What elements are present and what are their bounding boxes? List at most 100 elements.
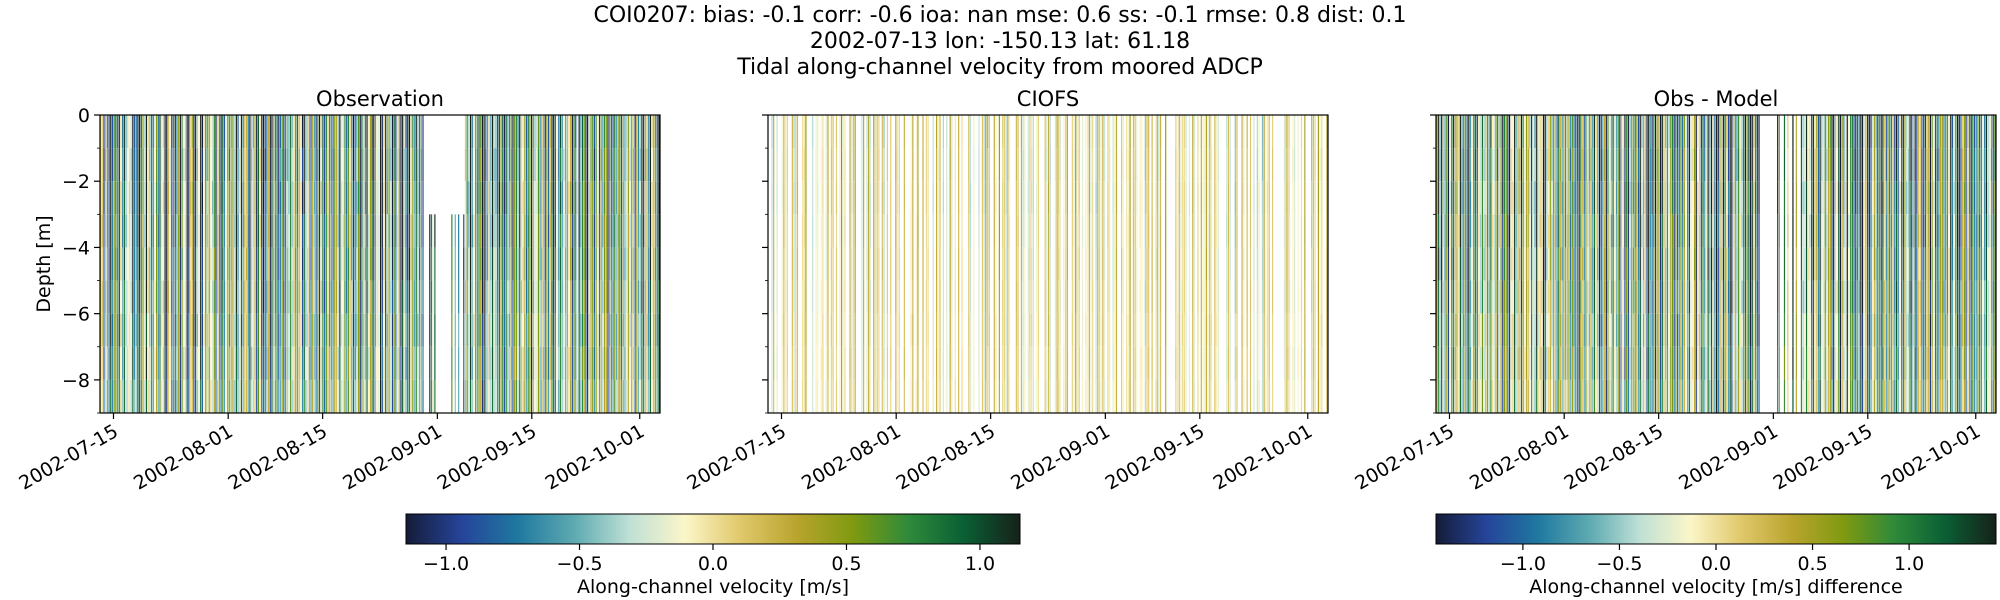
heatmap-cell [1126,181,1128,215]
heatmap-cell [1024,115,1026,149]
heatmap-cell [245,379,248,413]
heatmap-cell [1263,280,1265,314]
heatmap-cell [1120,148,1123,182]
heatmap-cell [332,346,334,380]
heatmap-cell [522,346,524,380]
heatmap-cell [878,346,880,380]
heatmap-cell [1104,115,1106,149]
heatmap-cell [128,181,131,215]
heatmap-cell [1007,280,1009,314]
heatmap-cell [318,346,321,380]
heatmap-cell [368,313,370,347]
heatmap-cell [1442,280,1444,314]
heatmap-cell [1048,181,1050,215]
heatmap-cell [936,247,938,281]
heatmap-cell [245,346,248,380]
heatmap-cell [961,346,963,380]
heatmap-cell [936,346,938,380]
heatmap-cell [244,313,246,347]
heatmap-cell [1136,280,1138,314]
heatmap-cell [344,313,346,347]
heatmap-cell [1049,148,1051,182]
heatmap-cell [137,148,139,182]
heatmap-cell [1192,247,1194,281]
heatmap-cell [208,313,210,347]
heatmap-cell [223,181,226,215]
heatmap-cell [196,148,198,182]
heatmap-cell [507,214,509,248]
heatmap-cell [495,280,497,314]
heatmap-cell [242,280,244,314]
heatmap-cell [259,379,261,413]
heatmap-cell [1447,148,1450,182]
heatmap-cell [546,379,548,413]
heatmap-cell [223,247,226,281]
heatmap-cell [1015,214,1017,248]
heatmap-cell [537,181,540,215]
heatmap-cell [1266,379,1269,413]
heatmap-cell [184,313,187,347]
heatmap-cell [371,115,373,149]
heatmap-cell [269,247,271,281]
heatmap-cell [349,313,351,347]
heatmap-cell [1441,247,1443,281]
heatmap-cell [585,115,587,149]
heatmap-cell [463,214,465,248]
heatmap-cell [1165,346,1167,380]
heatmap-cell [592,148,594,182]
heatmap-cell [936,214,938,248]
heatmap-cell [1054,214,1056,248]
heatmap-cell [958,148,960,182]
heatmap-cell [771,379,773,413]
heatmap-ciofs [771,115,1328,413]
heatmap-cell [1265,346,1267,380]
heatmap-cell [329,214,331,248]
heatmap-cell [169,280,171,314]
heatmap-cell [784,214,787,248]
heatmap-cell [101,247,103,281]
heatmap-cell [315,247,317,281]
heatmap-cell [247,148,249,182]
heatmap-cell [1312,181,1314,215]
heatmap-cell [1261,115,1264,149]
heatmap-cell [985,280,987,314]
heatmap-cell [1073,247,1075,281]
heatmap-cell [592,115,594,149]
heatmap-cell [978,346,980,380]
heatmap-cell [988,181,990,215]
heatmap-cell [174,379,176,413]
heatmap-cell [369,280,372,314]
heatmap-cell [127,379,129,413]
heatmap-cell [247,181,249,215]
heatmap-cell [105,181,107,215]
heatmap-cell [278,148,280,182]
heatmap-cell [1468,214,1470,248]
heatmap-cell [218,115,220,149]
heatmap-cell [1148,247,1150,281]
heatmap-cell [357,247,360,281]
heatmap-cell [228,181,231,215]
heatmap-cell [1115,115,1118,149]
heatmap-cell [217,148,219,182]
heatmap-cell [1449,346,1451,380]
heatmap-cell [125,181,127,215]
heatmap-cell [1122,214,1124,248]
heatmap-cell [298,346,300,380]
heatmap-cell [587,247,589,281]
heatmap-cell [1129,313,1131,347]
heatmap-cell [1008,181,1011,215]
heatmap-cell [1314,313,1316,347]
heatmap-cell [649,379,652,413]
heatmap-cell [262,280,265,314]
heatmap-cell [1126,379,1128,413]
heatmap-cell [261,313,263,347]
heatmap-cell [393,148,395,182]
heatmap-cell [656,346,658,380]
heatmap-cell [537,247,540,281]
heatmap-cell [405,181,407,215]
heatmap-cell [624,379,626,413]
heatmap-cell [128,115,131,149]
heatmap-cell [614,313,616,347]
heatmap-cell [1022,214,1024,248]
heatmap-cell [508,115,511,149]
